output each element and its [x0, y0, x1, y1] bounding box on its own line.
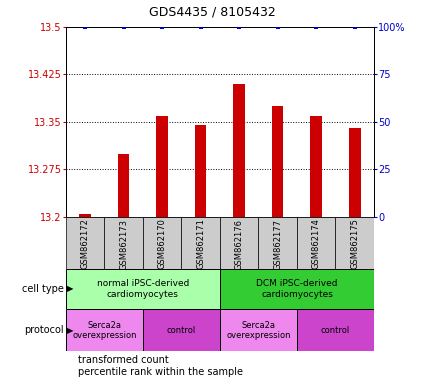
Bar: [195, 125, 207, 217]
Text: protocol: protocol: [24, 325, 64, 335]
Bar: [66, 217, 105, 269]
Point: [82, 24, 88, 30]
Point: [274, 24, 281, 30]
Bar: [66, 309, 143, 351]
Bar: [233, 84, 245, 217]
Bar: [335, 217, 374, 269]
Bar: [297, 217, 335, 269]
Point: [313, 24, 320, 30]
Text: cell type: cell type: [22, 284, 64, 294]
Text: GSM862173: GSM862173: [119, 218, 128, 270]
Text: normal iPSC-derived
cardiomyocytes: normal iPSC-derived cardiomyocytes: [97, 279, 189, 299]
Point: [197, 24, 204, 30]
Bar: [349, 128, 360, 217]
Bar: [181, 217, 220, 269]
Text: GSM862175: GSM862175: [350, 218, 359, 270]
Bar: [310, 116, 322, 217]
Text: GDS4435 / 8105432: GDS4435 / 8105432: [149, 6, 276, 19]
Text: GSM862170: GSM862170: [158, 218, 167, 270]
Bar: [220, 269, 374, 309]
Text: GSM862174: GSM862174: [312, 218, 321, 270]
Point: [159, 24, 166, 30]
Bar: [156, 116, 168, 217]
Point: [236, 24, 243, 30]
Text: GSM862171: GSM862171: [196, 218, 205, 270]
Point: [351, 24, 358, 30]
Text: GSM862172: GSM862172: [81, 218, 90, 270]
Text: ▶: ▶: [67, 326, 73, 335]
Text: control: control: [167, 326, 196, 335]
Bar: [220, 309, 297, 351]
Text: Serca2a
overexpression: Serca2a overexpression: [72, 321, 137, 340]
Point: [120, 24, 127, 30]
Bar: [79, 214, 91, 217]
Bar: [143, 217, 181, 269]
Text: ▶: ▶: [67, 285, 73, 293]
Bar: [220, 217, 258, 269]
Bar: [297, 309, 374, 351]
Text: transformed count: transformed count: [78, 355, 169, 365]
Bar: [258, 217, 297, 269]
Bar: [272, 106, 283, 217]
Text: DCM iPSC-derived
cardiomyocytes: DCM iPSC-derived cardiomyocytes: [256, 279, 338, 299]
Text: GSM862176: GSM862176: [235, 218, 244, 270]
Text: control: control: [321, 326, 350, 335]
Text: GSM862177: GSM862177: [273, 218, 282, 270]
Bar: [143, 309, 220, 351]
Bar: [66, 269, 220, 309]
Text: percentile rank within the sample: percentile rank within the sample: [78, 367, 243, 377]
Text: Serca2a
overexpression: Serca2a overexpression: [226, 321, 291, 340]
Bar: [118, 154, 130, 217]
Bar: [105, 217, 143, 269]
